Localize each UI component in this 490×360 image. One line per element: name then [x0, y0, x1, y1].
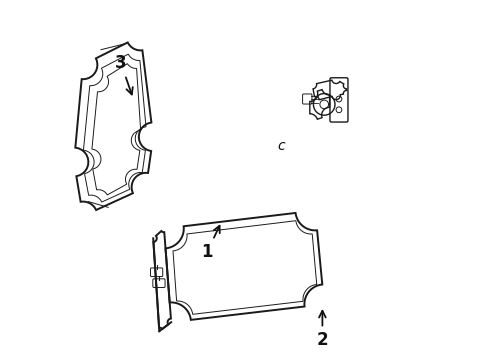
Text: 1: 1: [201, 226, 220, 261]
Text: c: c: [277, 139, 285, 153]
Text: 3: 3: [115, 54, 133, 94]
Text: 2: 2: [317, 311, 328, 349]
